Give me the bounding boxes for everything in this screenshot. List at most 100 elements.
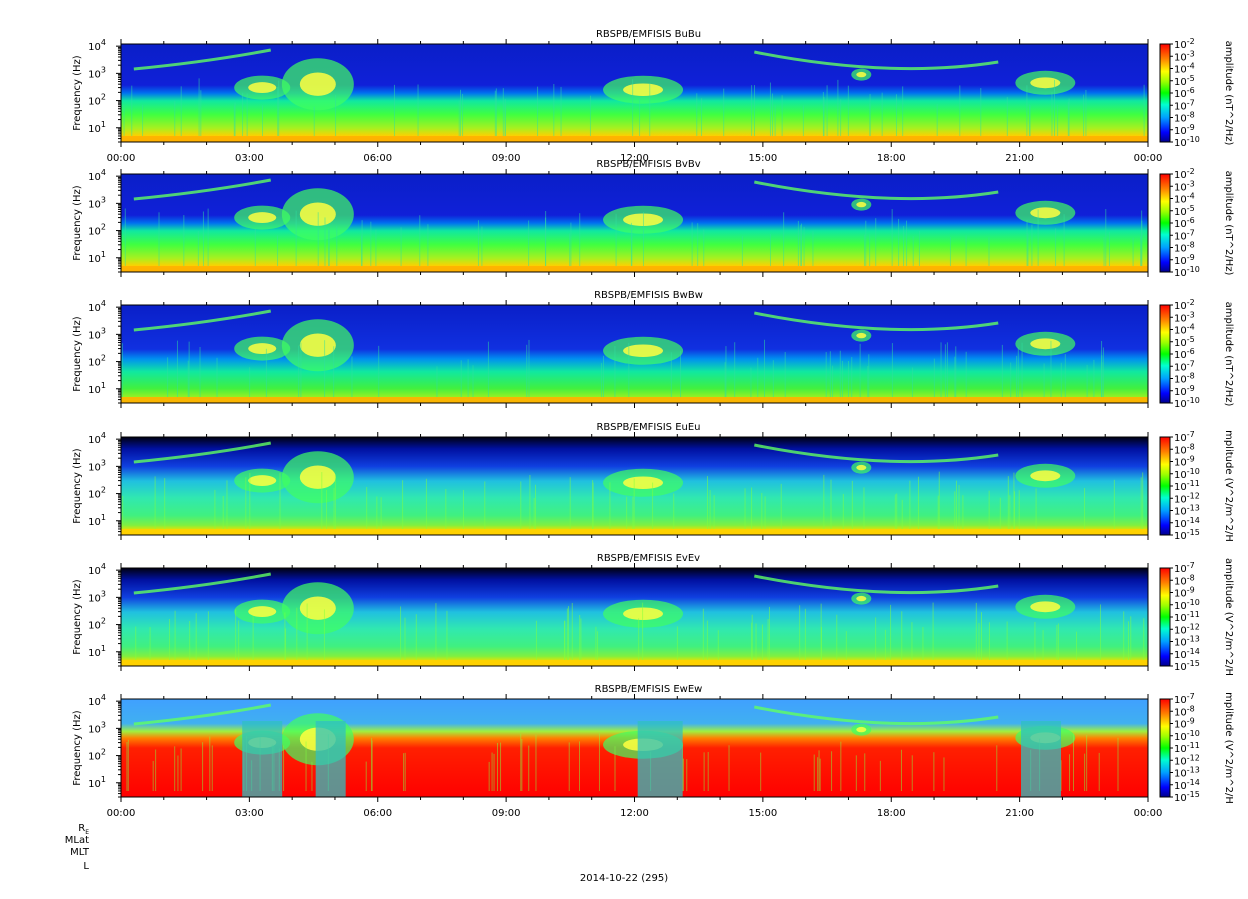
y-tick-label: 103 — [88, 720, 106, 735]
colorbar-tick-label: 10-5 — [1174, 335, 1195, 349]
y-axis-label: Frequency (Hz) — [72, 55, 83, 131]
x-tick-label: 21:00 — [1005, 153, 1034, 164]
feature-core — [856, 71, 867, 78]
spectrogram-panel-5: RBSPB/EMFISIS EwEw 00:00 03:00 06:00 09:00 12… — [72, 684, 1234, 819]
y-axis-label: Frequency (Hz) — [72, 579, 83, 655]
colorbar-tick-label: 10-5 — [1174, 204, 1195, 218]
colorbar-tick-label: 10-7 — [1174, 692, 1195, 706]
colorbar-tick-label: 10-10 — [1174, 265, 1200, 279]
colorbar-label: amplitude (nT^2/Hz) — [1223, 171, 1234, 276]
chorus-band — [133, 178, 272, 201]
colorbar-tick-label: 10-14 — [1174, 778, 1200, 792]
chorus-band — [133, 572, 272, 595]
y-axis-label: Frequency (Hz) — [72, 448, 83, 524]
colorbar-tick-label: 10-11 — [1174, 741, 1200, 755]
feature-core — [248, 212, 277, 223]
feature-core — [856, 464, 867, 471]
feature-core — [856, 726, 867, 733]
spectrogram-panel-4: RBSPB/EMFISIS EvEv 101 102 103 104 Frequency … — [72, 553, 1234, 676]
spectrogram-panel-0: RBSPB/EMFISIS BuBu 00:00 03:00 06:00 09:00 12… — [72, 29, 1234, 164]
colorbar-label: amplitude (nT^2/Hz) — [1223, 41, 1234, 146]
feature-core — [856, 201, 867, 208]
x-tick-label: 15:00 — [748, 153, 777, 164]
colorbar-tick-label: 10-15 — [1174, 659, 1200, 673]
y-tick-label: 102 — [88, 486, 106, 501]
colorbar — [1159, 304, 1171, 404]
feature-core — [299, 72, 336, 96]
panel-title: RBSPB/EMFISIS EuEu — [596, 422, 700, 433]
y-tick-label: 104 — [88, 299, 106, 314]
chorus-band — [754, 443, 999, 464]
colorbar-tick-label: 10-11 — [1174, 610, 1200, 624]
emission-gap — [315, 721, 346, 797]
y-tick-label: 103 — [88, 589, 106, 604]
y-tick-label: 101 — [88, 120, 106, 135]
y-tick-label: 102 — [88, 748, 106, 763]
colorbar-tick-label: 10-13 — [1174, 504, 1200, 518]
colorbar-tick-label: 10-10 — [1174, 729, 1200, 743]
y-tick-label: 102 — [88, 354, 106, 369]
colorbar-label: mplitude (V^2/m^2/H — [1223, 692, 1234, 804]
feature-core — [623, 83, 664, 97]
colorbar — [1159, 173, 1171, 273]
x-tick-label: 09:00 — [492, 153, 521, 164]
colorbar-tick-label: 10-9 — [1174, 455, 1195, 469]
spectrogram-panel-3: RBSPB/EMFISIS EuEu 101 102 103 104 Frequency … — [72, 422, 1234, 542]
feature-core — [1030, 470, 1061, 482]
x-tick-label: 00:00 — [107, 153, 136, 164]
colorbar-tick-label: 10-6 — [1174, 347, 1195, 361]
y-tick-label: 104 — [88, 38, 106, 53]
feature-core — [1030, 601, 1061, 613]
colorbar-tick-label: 10-4 — [1174, 62, 1195, 76]
colorbar-tick-label: 10-5 — [1174, 74, 1195, 88]
colorbar-tick-label: 10-8 — [1174, 241, 1195, 255]
colorbar — [1159, 436, 1171, 536]
x-tick-label: 21:00 — [1005, 808, 1034, 819]
y-axis-label: Frequency (Hz) — [72, 710, 83, 786]
spectrogram-panel-2: RBSPB/EMFISIS BwBw 101 102 103 104 Frequency … — [72, 290, 1234, 410]
y-tick-label: 102 — [88, 617, 106, 632]
x-tick-label: 12:00 — [620, 808, 649, 819]
ephemeris-mlat-label: MLat — [65, 835, 89, 846]
y-tick-label: 103 — [88, 326, 106, 341]
colorbar-tick-label: 10-6 — [1174, 86, 1195, 100]
colorbar-tick-label: 10-8 — [1174, 573, 1195, 587]
chorus-band — [754, 705, 999, 726]
colorbar-tick-label: 10-7 — [1174, 561, 1195, 575]
chorus-band — [754, 574, 999, 595]
low-frequency-band — [121, 136, 1148, 142]
colorbar — [1159, 43, 1171, 143]
y-tick-label: 104 — [88, 693, 106, 708]
ephemeris-re-label: RE — [78, 823, 89, 836]
feature-core — [1030, 77, 1061, 89]
colorbar-tick-label: 10-10 — [1174, 396, 1200, 410]
colorbar-tick-label: 10-9 — [1174, 253, 1195, 267]
colorbar-label: amplitude (V^2/m^2/H — [1223, 558, 1234, 676]
y-tick-label: 103 — [88, 195, 106, 210]
x-tick-label: 03:00 — [235, 153, 264, 164]
x-tick-label: 00:00 — [1134, 808, 1163, 819]
colorbar-tick-label: 10-15 — [1174, 528, 1200, 542]
panel-title: RBSPB/EMFISIS BuBu — [596, 29, 701, 40]
colorbar-tick-label: 10-15 — [1174, 790, 1200, 804]
emission-gap — [242, 721, 283, 797]
low-frequency-band — [121, 660, 1148, 666]
feature-core — [856, 595, 867, 602]
colorbar — [1159, 698, 1171, 798]
y-tick-label: 103 — [88, 458, 106, 473]
y-axis-label: Frequency (Hz) — [72, 185, 83, 261]
colorbar-tick-label: 10-8 — [1174, 372, 1195, 386]
colorbar-tick-label: 10-14 — [1174, 516, 1200, 530]
feature-core — [1030, 207, 1061, 219]
ephemeris-labels: RE MLat MLT L — [65, 823, 90, 872]
x-tick-label: 06:00 — [363, 808, 392, 819]
colorbar-tick-label: 10-9 — [1174, 717, 1195, 731]
spectrogram-features — [126, 703, 1119, 797]
chorus-band — [133, 703, 272, 726]
chorus-band — [754, 180, 999, 201]
spectrogram-features — [121, 572, 1148, 666]
colorbar-tick-label: 10-10 — [1174, 135, 1200, 149]
colorbar-tick-label: 10-2 — [1174, 298, 1195, 312]
colorbar-tick-label: 10-7 — [1174, 430, 1195, 444]
